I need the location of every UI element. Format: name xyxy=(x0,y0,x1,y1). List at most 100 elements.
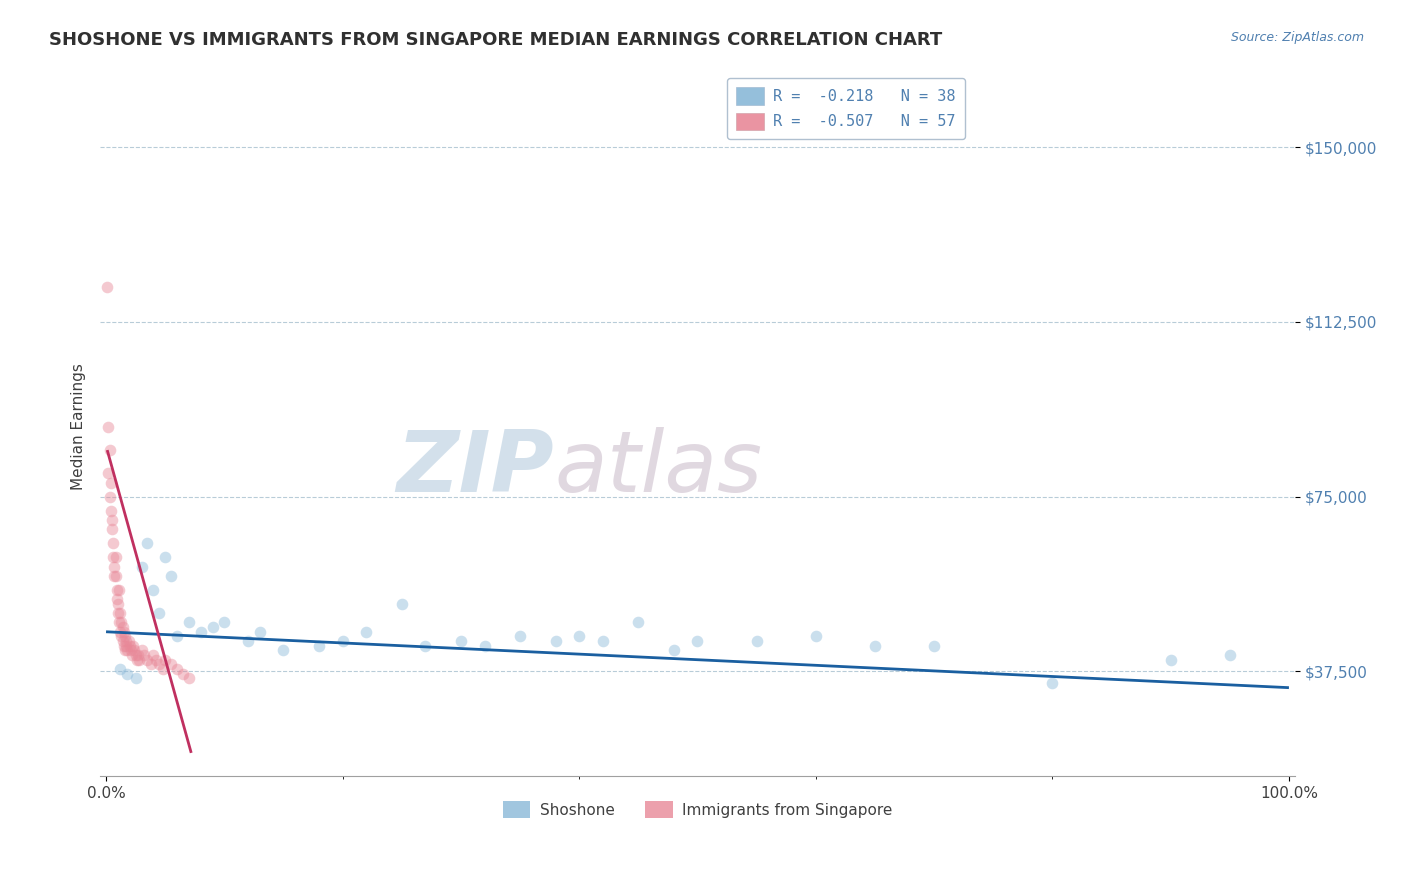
Point xyxy=(160,569,183,583)
Point xyxy=(101,513,124,527)
Point xyxy=(474,639,496,653)
Point xyxy=(125,653,148,667)
Point xyxy=(107,597,129,611)
Point xyxy=(117,643,139,657)
Point xyxy=(145,653,167,667)
Point xyxy=(117,634,139,648)
Point xyxy=(391,597,413,611)
Point xyxy=(120,643,142,657)
Legend: Shoshone, Immigrants from Singapore: Shoshone, Immigrants from Singapore xyxy=(496,795,898,824)
Point xyxy=(142,648,165,662)
Point xyxy=(104,569,127,583)
Point xyxy=(111,634,134,648)
Point xyxy=(114,643,136,657)
Text: atlas: atlas xyxy=(554,427,762,510)
Point xyxy=(124,643,146,657)
Point xyxy=(142,582,165,597)
Point xyxy=(509,629,531,643)
Point xyxy=(1040,676,1063,690)
Point xyxy=(568,629,591,643)
Point xyxy=(97,419,120,434)
Point xyxy=(114,629,136,643)
Point xyxy=(152,662,174,676)
Point xyxy=(105,582,128,597)
Point xyxy=(115,639,138,653)
Point xyxy=(110,624,132,639)
Point xyxy=(136,653,159,667)
Point xyxy=(107,606,129,620)
Point xyxy=(922,639,945,653)
Text: SHOSHONE VS IMMIGRANTS FROM SINGAPORE MEDIAN EARNINGS CORRELATION CHART: SHOSHONE VS IMMIGRANTS FROM SINGAPORE ME… xyxy=(49,31,942,49)
Point xyxy=(450,634,472,648)
Point xyxy=(101,536,124,550)
Point xyxy=(128,653,150,667)
Point xyxy=(110,606,132,620)
Point xyxy=(103,559,125,574)
Point xyxy=(544,634,567,648)
Point xyxy=(111,620,134,634)
Point xyxy=(332,634,354,648)
Point xyxy=(122,639,145,653)
Point xyxy=(112,639,135,653)
Point xyxy=(214,615,236,630)
Point xyxy=(108,582,131,597)
Point xyxy=(273,643,295,657)
Point xyxy=(356,624,378,639)
Point xyxy=(136,536,159,550)
Point xyxy=(177,615,200,630)
Point xyxy=(131,559,153,574)
Point xyxy=(172,666,194,681)
Point xyxy=(112,624,135,639)
Point xyxy=(308,639,330,653)
Y-axis label: Median Earnings: Median Earnings xyxy=(72,363,86,491)
Point xyxy=(100,475,122,490)
Point xyxy=(153,653,176,667)
Point xyxy=(117,666,139,681)
Point xyxy=(115,634,138,648)
Point xyxy=(131,643,153,657)
Point xyxy=(97,467,120,481)
Point xyxy=(103,569,125,583)
Point xyxy=(100,503,122,517)
Point xyxy=(139,657,162,672)
Point xyxy=(118,639,141,653)
Point xyxy=(160,657,183,672)
Point xyxy=(105,592,128,607)
Point xyxy=(98,443,121,458)
Point xyxy=(201,620,224,634)
Point xyxy=(686,634,709,648)
Point xyxy=(166,629,188,643)
Point xyxy=(153,550,176,565)
Point xyxy=(415,639,437,653)
Point xyxy=(1160,653,1182,667)
Point xyxy=(249,624,271,639)
Point xyxy=(177,671,200,685)
Point xyxy=(108,615,131,630)
Point xyxy=(124,648,146,662)
Point xyxy=(745,634,768,648)
Point xyxy=(124,671,146,685)
Point xyxy=(190,624,212,639)
Point xyxy=(804,629,827,643)
Point xyxy=(592,634,614,648)
Point xyxy=(863,639,886,653)
Point xyxy=(96,280,118,294)
Point xyxy=(110,629,132,643)
Text: Source: ZipAtlas.com: Source: ZipAtlas.com xyxy=(1230,31,1364,45)
Point xyxy=(127,648,149,662)
Point xyxy=(104,550,127,565)
Point xyxy=(121,648,143,662)
Point xyxy=(101,550,124,565)
Point xyxy=(110,662,132,676)
Point xyxy=(148,657,170,672)
Point xyxy=(1219,648,1241,662)
Point xyxy=(110,615,132,630)
Point xyxy=(627,615,650,630)
Point xyxy=(148,606,170,620)
Point xyxy=(98,490,121,504)
Point xyxy=(662,643,685,657)
Point xyxy=(236,634,259,648)
Point xyxy=(132,648,155,662)
Text: ZIP: ZIP xyxy=(396,427,554,510)
Point xyxy=(101,522,124,536)
